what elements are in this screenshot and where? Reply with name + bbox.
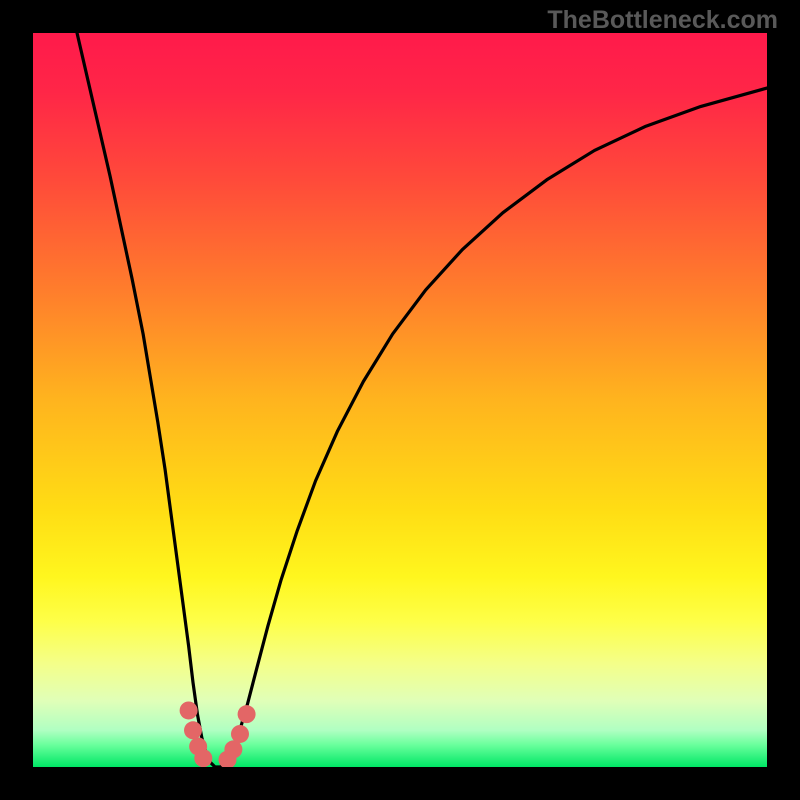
marker-dot xyxy=(180,701,198,719)
plot-svg xyxy=(33,33,767,767)
watermark-text: TheBottleneck.com xyxy=(547,6,778,35)
plot-area xyxy=(33,33,767,767)
marker-dot xyxy=(194,749,212,767)
marker-dot xyxy=(184,721,202,739)
marker-dot xyxy=(231,725,249,743)
marker-dot xyxy=(224,740,242,758)
gradient-background xyxy=(33,33,767,767)
marker-dot xyxy=(238,705,256,723)
